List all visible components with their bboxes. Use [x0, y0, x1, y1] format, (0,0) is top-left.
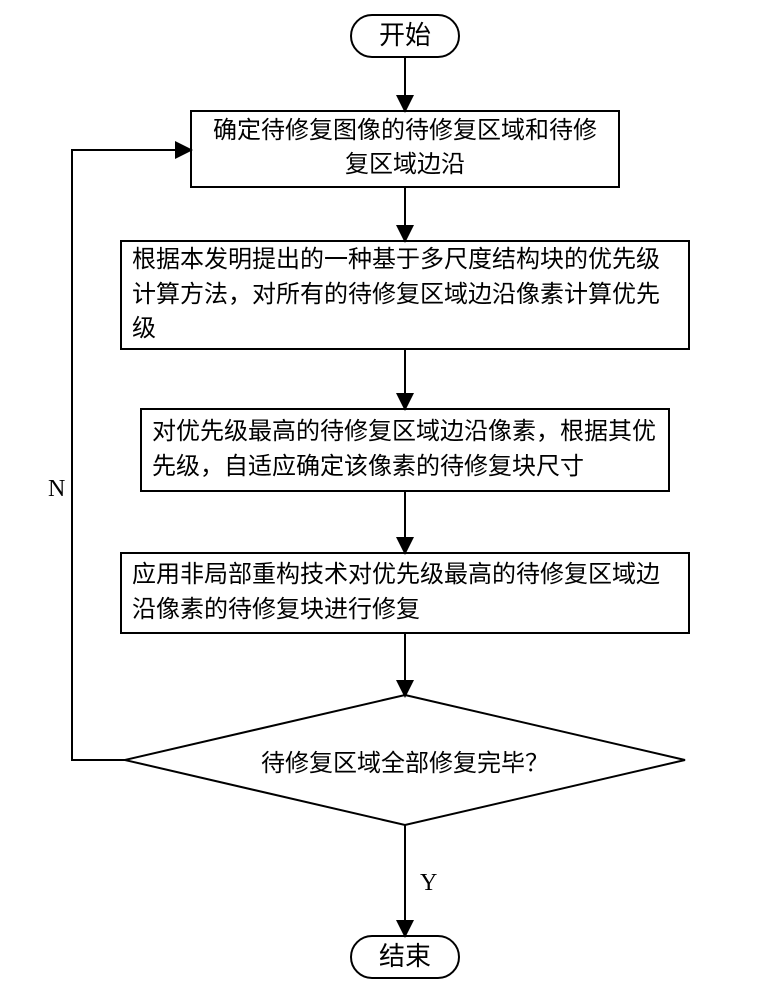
step3-box: 对优先级最高的待修复区域边沿像素，根据其优先级，自适应确定该像素的待修复块尺寸	[140, 408, 670, 492]
decision-node: 待修复区域全部修复完毕？	[125, 695, 685, 825]
decision-text: 待修复区域全部修复完毕？	[261, 743, 549, 778]
step4-text: 应用非局部重构技术对优先级最高的待修复区域边沿像素的待修复块进行修复	[132, 558, 678, 628]
edge-label-no: N	[48, 476, 65, 503]
step1-box: 确定待修复图像的待修复区域和待修复区域边沿	[190, 110, 620, 188]
step3-text: 对优先级最高的待修复区域边沿像素，根据其优先级，自适应确定该像素的待修复块尺寸	[152, 415, 658, 485]
edge-label-yes: Y	[420, 870, 437, 897]
start-terminator: 开始	[350, 14, 460, 58]
step1-text: 确定待修复图像的待修复区域和待修复区域边沿	[202, 115, 608, 182]
step2-text: 根据本发明提出的一种基于多尺度结构块的优先级计算方法，对所有的待修复区域边沿像素…	[132, 243, 678, 347]
step2-box: 根据本发明提出的一种基于多尺度结构块的优先级计算方法，对所有的待修复区域边沿像素…	[120, 240, 690, 350]
end-terminator: 结束	[350, 935, 460, 979]
step4-box: 应用非局部重构技术对优先级最高的待修复区域边沿像素的待修复块进行修复	[120, 552, 690, 634]
